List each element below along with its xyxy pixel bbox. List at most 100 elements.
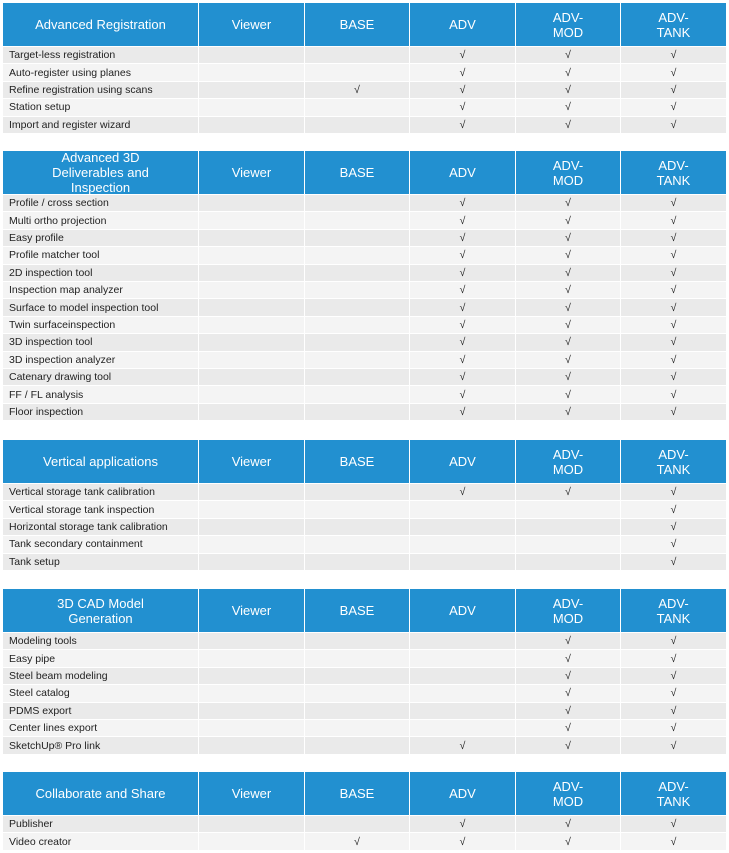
empty-cell	[305, 351, 409, 368]
check-mark: √	[621, 264, 726, 281]
check-mark: √	[516, 702, 620, 719]
empty-cell	[199, 518, 304, 536]
empty-cell	[199, 282, 304, 299]
check-mark: √	[516, 212, 620, 229]
check-mark: √	[410, 264, 515, 281]
check-mark: √	[516, 299, 620, 316]
empty-cell	[199, 403, 304, 421]
check-mark: √	[621, 702, 726, 719]
check-mark: √	[621, 316, 726, 334]
empty-cell	[410, 650, 515, 667]
feature-name: Import and register wizard	[3, 116, 198, 133]
column-header: ADV	[410, 772, 515, 815]
section-title: 3D CAD Model Generation	[3, 589, 198, 632]
column-header: BASE	[305, 3, 409, 46]
check-mark: √	[410, 247, 515, 264]
check-mark: √	[621, 553, 726, 570]
empty-cell	[305, 667, 409, 685]
check-mark: √	[516, 685, 620, 702]
empty-cell	[199, 299, 304, 316]
check-mark: √	[516, 316, 620, 334]
column-header: ADV	[410, 440, 515, 483]
check-mark: √	[410, 403, 515, 421]
empty-cell	[199, 685, 304, 702]
feature-name: Profile / cross section	[3, 195, 198, 212]
feature-name: Floor inspection	[3, 403, 198, 421]
check-mark: √	[516, 720, 620, 737]
empty-cell	[305, 299, 409, 316]
feature-name: Vertical storage tank calibration	[3, 484, 198, 501]
check-mark: √	[621, 536, 726, 553]
check-mark: √	[410, 195, 515, 212]
empty-cell	[305, 316, 409, 334]
empty-cell	[199, 737, 304, 754]
check-mark: √	[410, 99, 515, 116]
empty-cell	[199, 64, 304, 81]
feature-name: Surface to model inspection tool	[3, 299, 198, 316]
feature-name: Publisher	[3, 816, 198, 833]
check-mark: √	[621, 833, 726, 850]
feature-name: Easy profile	[3, 229, 198, 247]
empty-cell	[199, 650, 304, 667]
feature-name: Tank setup	[3, 553, 198, 570]
check-mark: √	[516, 667, 620, 685]
check-mark: √	[516, 264, 620, 281]
check-mark: √	[621, 116, 726, 133]
check-mark: √	[516, 116, 620, 133]
empty-cell	[199, 386, 304, 403]
check-mark: √	[410, 369, 515, 386]
empty-cell	[410, 685, 515, 702]
feature-name: Horizontal storage tank calibration	[3, 518, 198, 536]
check-mark: √	[621, 212, 726, 229]
empty-cell	[516, 553, 620, 570]
column-header: Viewer	[199, 589, 304, 632]
section-title: Vertical applications	[3, 440, 198, 483]
empty-cell	[199, 264, 304, 281]
check-mark: √	[621, 737, 726, 754]
check-mark: √	[516, 351, 620, 368]
empty-cell	[305, 403, 409, 421]
check-mark: √	[516, 282, 620, 299]
empty-cell	[199, 334, 304, 351]
check-mark: √	[621, 229, 726, 247]
check-mark: √	[621, 282, 726, 299]
check-mark: √	[621, 484, 726, 501]
empty-cell	[199, 501, 304, 518]
check-mark: √	[516, 334, 620, 351]
check-mark: √	[621, 299, 726, 316]
column-header: ADV-TANK	[621, 589, 726, 632]
feature-name: Center lines export	[3, 720, 198, 737]
empty-cell	[305, 737, 409, 754]
check-mark: √	[410, 299, 515, 316]
check-mark: √	[305, 81, 409, 99]
empty-cell	[305, 99, 409, 116]
empty-cell	[410, 702, 515, 719]
column-header: Viewer	[199, 151, 304, 194]
feature-name: Profile matcher tool	[3, 247, 198, 264]
check-mark: √	[621, 403, 726, 421]
feature-name: 2D inspection tool	[3, 264, 198, 281]
check-mark: √	[516, 386, 620, 403]
check-mark: √	[410, 116, 515, 133]
section-title: Collaborate and Share	[3, 772, 198, 815]
check-mark: √	[410, 64, 515, 81]
empty-cell	[199, 195, 304, 212]
check-mark: √	[516, 816, 620, 833]
check-mark: √	[621, 667, 726, 685]
column-header: Viewer	[199, 440, 304, 483]
column-header: Viewer	[199, 3, 304, 46]
empty-cell	[199, 833, 304, 850]
feature-name: 3D inspection tool	[3, 334, 198, 351]
check-mark: √	[516, 47, 620, 64]
empty-cell	[305, 816, 409, 833]
check-mark: √	[621, 351, 726, 368]
feature-name: Auto-register using planes	[3, 64, 198, 81]
feature-name: FF / FL analysis	[3, 386, 198, 403]
check-mark: √	[621, 633, 726, 650]
column-header: BASE	[305, 772, 409, 815]
check-mark: √	[410, 81, 515, 99]
empty-cell	[199, 247, 304, 264]
column-header: ADV-MOD	[516, 3, 620, 46]
feature-name: Target-less registration	[3, 47, 198, 64]
